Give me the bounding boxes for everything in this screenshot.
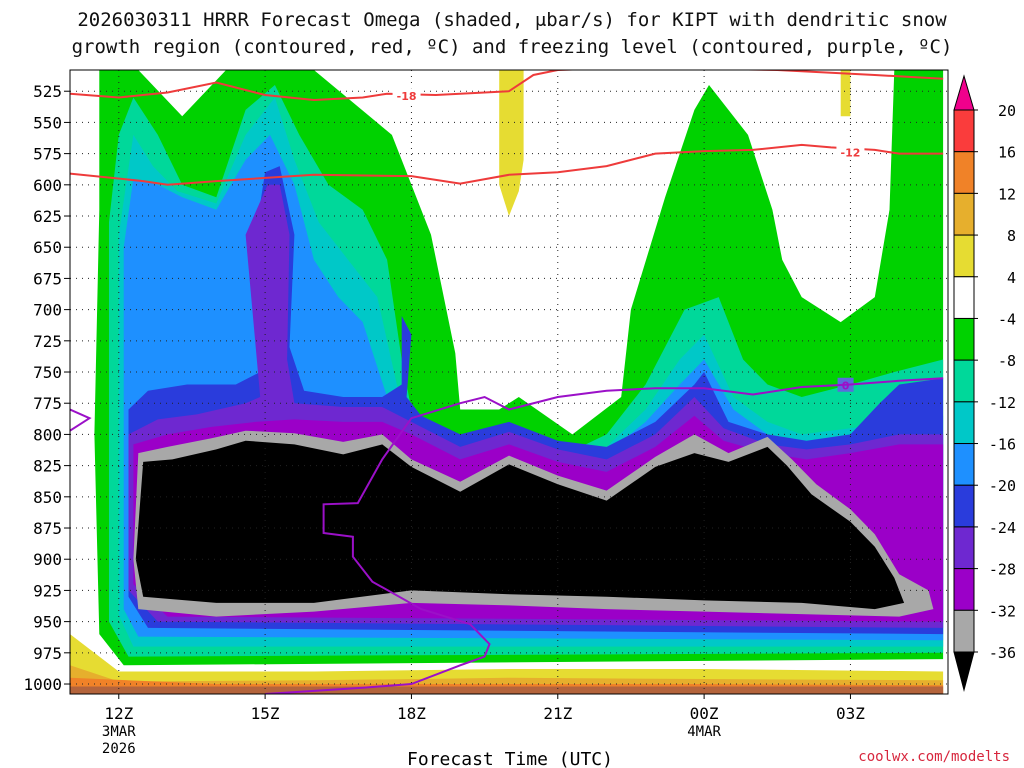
contour-label-bg: [392, 88, 421, 103]
colorbar-segment: [953, 359, 975, 403]
colorbar-segment: [953, 443, 975, 486]
omega-region-10: [840, 70, 851, 117]
omega-region-8: [135, 440, 905, 610]
colorbar-segment: [953, 317, 975, 361]
y-tick-label: 950: [33, 613, 62, 632]
x-tick-label: 03Z: [836, 704, 865, 723]
colorbar-label: -12: [989, 394, 1016, 412]
colorbar-bottom-arrow: [953, 651, 975, 692]
dgz-contour-label: -12: [841, 146, 861, 159]
colorbar-label: -24: [989, 519, 1016, 537]
plot-frame: [69, 69, 949, 695]
y-tick-label: 800: [33, 425, 62, 444]
colorbar-label: -28: [989, 561, 1016, 579]
x-axis-label: Forecast Time (UTC): [407, 749, 613, 768]
chart-title-line2: growth region (contoured, red, ºC) and f…: [72, 36, 953, 58]
colorbar-segment: [953, 151, 975, 194]
x-tick-date: 3MAR: [102, 724, 136, 740]
y-tick-label: 700: [33, 301, 62, 320]
freezing-level-line-1: [265, 377, 944, 694]
colorbar-segment: [953, 276, 975, 319]
y-tick-label: 550: [33, 113, 62, 132]
y-tick-label: 900: [33, 550, 62, 569]
site-credit: coolwx.com/modelts: [858, 749, 1010, 765]
colorbar-label: 4: [1007, 269, 1016, 287]
y-tick-label: 625: [33, 207, 62, 226]
colorbar-label: -4: [998, 310, 1016, 328]
colorbar-segment: [953, 609, 975, 653]
omega-shading: [70, 70, 944, 694]
contour-label-bg: [836, 144, 865, 159]
colorbar: 20 16 12 8 4 -4 -8 -12 -16 -20 -24 -28 -32 -36: [953, 74, 1016, 692]
y-tick-label: 675: [33, 269, 62, 288]
colorbar-label: -36: [989, 644, 1016, 662]
chart-title-line1: 2026030311 HRRR Forecast Omega (shaded, …: [77, 9, 947, 31]
x-tick-date: 4MAR: [687, 724, 721, 740]
y-tick-label: 725: [33, 332, 62, 351]
dgz-contour-line-1: [557, 70, 944, 80]
colorbar-label: -32: [989, 602, 1016, 620]
colorbar-segment: [953, 192, 975, 236]
y-tick-label: 750: [33, 363, 62, 382]
y-tick-label: 875: [33, 519, 62, 538]
x-tick-label: 21Z: [543, 704, 572, 723]
colorbar-segment: [953, 484, 975, 528]
y-axis-pressure: 525 550 575 600 625 650 675 700 725 750 775 800 825 8…: [23, 82, 70, 694]
colorbar-label: -16: [989, 436, 1016, 454]
y-tick-label: 600: [33, 176, 62, 195]
y-tick-label: 1000: [23, 675, 62, 694]
y-tick-label: 775: [33, 394, 62, 413]
colorbar-segment: [953, 526, 975, 570]
x-tick-label: 15Z: [251, 704, 280, 723]
x-tick-year: 2026: [102, 741, 136, 757]
temperature-contours: -18 -12 0: [70, 70, 944, 694]
y-tick-label: 850: [33, 488, 62, 507]
freezing-level-label: 0: [842, 380, 850, 393]
x-tick-label: 00Z: [690, 704, 719, 723]
y-tick-label: 525: [33, 82, 62, 101]
colorbar-label: 12: [998, 185, 1016, 203]
omega-region-9: [499, 70, 524, 216]
y-tick-label: 575: [33, 145, 62, 164]
surface-band-0: [70, 634, 944, 694]
x-tick-label: 12Z: [104, 704, 133, 723]
colorbar-label: -20: [989, 477, 1016, 495]
colorbar-segment: [953, 234, 975, 278]
dgz-contour-label: -18: [397, 90, 417, 103]
colorbar-label: 8: [1007, 227, 1016, 245]
freezing-level-line-0: [70, 408, 92, 432]
colorbar-label: -8: [998, 352, 1016, 370]
y-tick-label: 975: [33, 644, 62, 663]
y-tick-label: 825: [33, 457, 62, 476]
dgz-contour-line-0: [70, 70, 559, 102]
y-tick-label: 650: [33, 238, 62, 257]
colorbar-segment: [953, 568, 975, 611]
y-tick-label: 925: [33, 581, 62, 600]
colorbar-label: 16: [998, 144, 1016, 162]
x-tick-label: 18Z: [397, 704, 426, 723]
surface-band-3: [70, 686, 944, 694]
colorbar-segment: [953, 401, 975, 445]
colorbar-label: 20: [998, 102, 1016, 120]
colorbar-segment: [953, 109, 975, 153]
